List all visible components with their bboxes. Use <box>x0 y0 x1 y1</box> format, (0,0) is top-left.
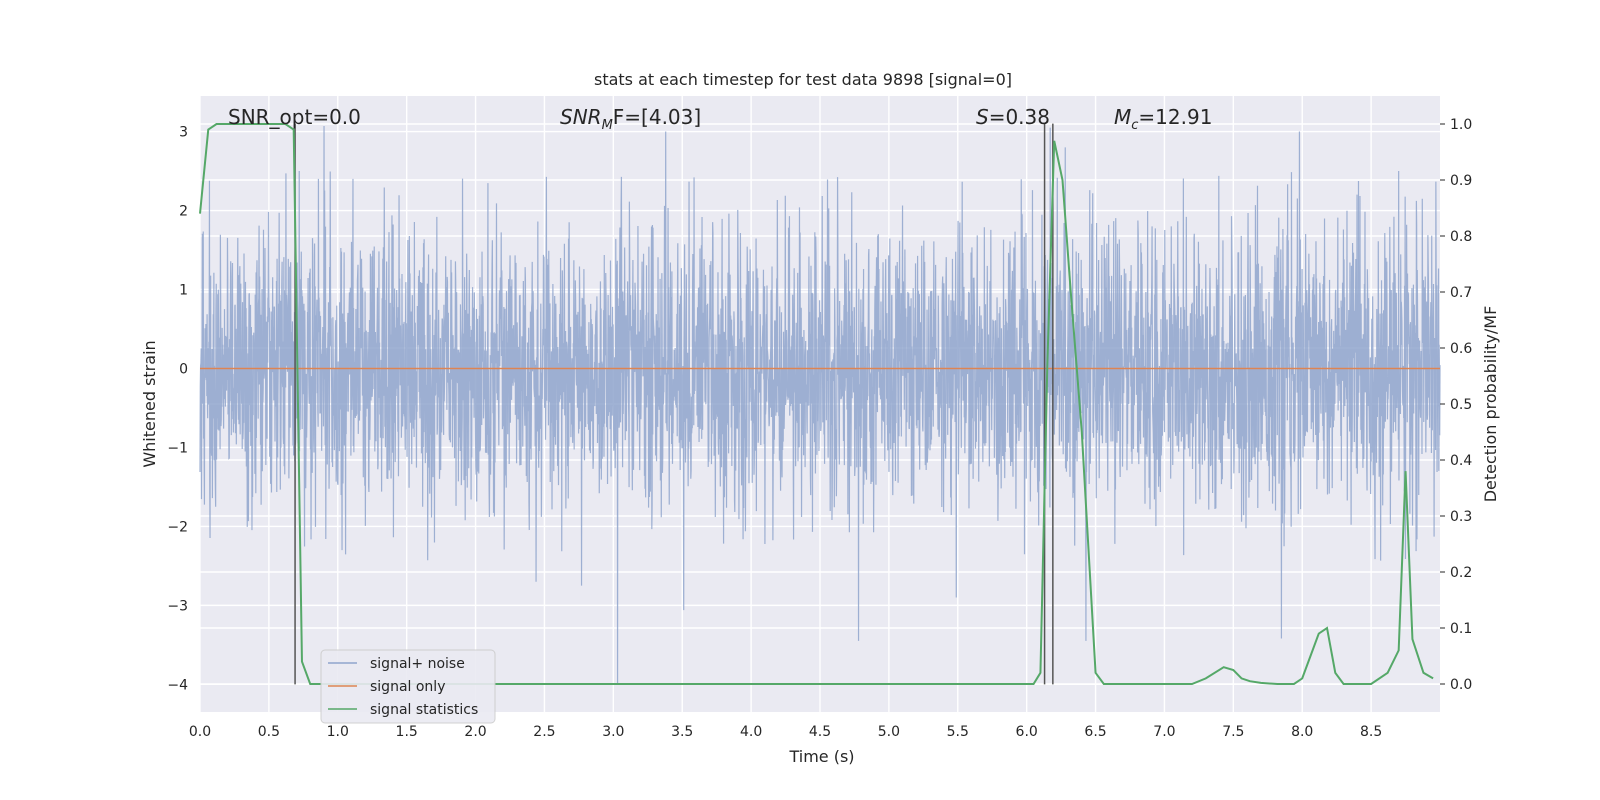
legend-box <box>320 649 496 724</box>
signal-statistics-series <box>199 123 1434 685</box>
x-tick-label: 1.5 <box>396 724 418 740</box>
y-left-tick-label: −1 <box>167 440 188 456</box>
y-right-tick-label: 0.9 <box>1450 173 1472 189</box>
y-left-tick-label: 3 <box>179 125 188 141</box>
x-tick-label: 2.5 <box>533 724 555 740</box>
annotation-mc-sub: c <box>1131 118 1138 133</box>
annotation-snr-mf: SNRMF=[4.03] <box>560 105 701 133</box>
y-right-tick-label: 0.0 <box>1450 677 1472 693</box>
y-right-tick-label: 0.7 <box>1450 285 1472 301</box>
annotation-snr-mf-rest: F=[4.03] <box>613 105 701 129</box>
y-right-tick-label: 1.0 <box>1450 117 1472 133</box>
legend-label-signal-statistics: signal statistics <box>370 702 478 718</box>
x-tick-label: 7.0 <box>1153 724 1175 740</box>
legend-label-signal-only: signal only <box>370 679 445 695</box>
annotation-snr-mf-base: SNR <box>560 105 602 129</box>
x-tick-label: 5.0 <box>878 724 900 740</box>
y-right-tick-label: 0.8 <box>1450 229 1472 245</box>
x-tick-label: 7.5 <box>1222 724 1244 740</box>
x-tick-label: 6.0 <box>1016 724 1038 740</box>
y-axis-left-ticks: 3 2 1 0 −1 −2 −3 −4 <box>167 125 188 694</box>
x-axis-label: Time (s) <box>788 747 854 766</box>
x-tick-label: 1.0 <box>327 724 349 740</box>
y-axis-left-label: Whitened strain <box>140 340 159 467</box>
annotation-mc-value: =12.91 <box>1138 105 1212 129</box>
y-axis-right-label: Detection probability/MF <box>1481 306 1500 503</box>
annotation-mc-sym: M <box>1114 105 1131 129</box>
x-tick-label: 8.5 <box>1360 724 1382 740</box>
y-left-tick-label: −3 <box>167 598 188 614</box>
y-left-tick-label: −4 <box>167 677 188 693</box>
signal-statistics-line <box>199 123 1434 685</box>
annotation-stat-s: S=0.38 <box>976 105 1050 129</box>
y-right-tick-label: 0.4 <box>1450 453 1472 469</box>
x-tick-label: 3.5 <box>671 724 693 740</box>
annotation-stat-s-sym: S <box>976 105 989 129</box>
y-right-tick-label: 0.1 <box>1450 621 1472 637</box>
x-tick-label: 0.0 <box>189 724 211 740</box>
annotation-snr-opt: SNR_opt=0.0 <box>228 105 361 129</box>
y-right-tick-label: 0.5 <box>1450 397 1472 413</box>
x-tick-label: 0.5 <box>258 724 280 740</box>
y-axis-right-ticks: 1.0 0.9 0.8 0.7 0.6 0.5 0.4 0.3 0.2 0.1 0.0 <box>1440 117 1472 693</box>
x-tick-label: 8.0 <box>1291 724 1313 740</box>
chart-title: stats at each timestep for test data 989… <box>594 70 1012 89</box>
y-left-tick-label: 0 <box>179 361 188 377</box>
y-left-tick-label: 1 <box>179 282 188 298</box>
x-tick-label: 6.5 <box>1084 724 1106 740</box>
signal-noise-series <box>199 126 1441 685</box>
y-right-tick-label: 0.3 <box>1450 509 1472 525</box>
x-tick-label: 4.5 <box>809 724 831 740</box>
x-axis-ticks: 0.0 0.5 1.0 1.5 2.0 2.5 3.0 3.5 4.0 4.5 5.0 5.5 6.0 6… <box>189 724 1382 740</box>
y-left-tick-label: 2 <box>179 204 188 220</box>
x-tick-label: 4.0 <box>740 724 762 740</box>
annotation-mc: Mc=12.91 <box>1114 105 1212 133</box>
signal-noise-line <box>199 126 1441 685</box>
y-right-tick-label: 0.6 <box>1450 341 1472 357</box>
x-tick-label: 5.5 <box>947 724 969 740</box>
x-tick-label: 2.0 <box>464 724 486 740</box>
legend-label-signal-noise: signal+ noise <box>370 656 465 672</box>
y-left-tick-label: −2 <box>167 519 188 535</box>
legend: signal+ noise signal only signal statist… <box>320 649 496 724</box>
annotation-stat-s-value: =0.38 <box>989 105 1050 129</box>
y-right-tick-label: 0.2 <box>1450 565 1472 581</box>
x-tick-label: 3.0 <box>602 724 624 740</box>
annotation-snr-mf-sub: M <box>602 118 613 133</box>
